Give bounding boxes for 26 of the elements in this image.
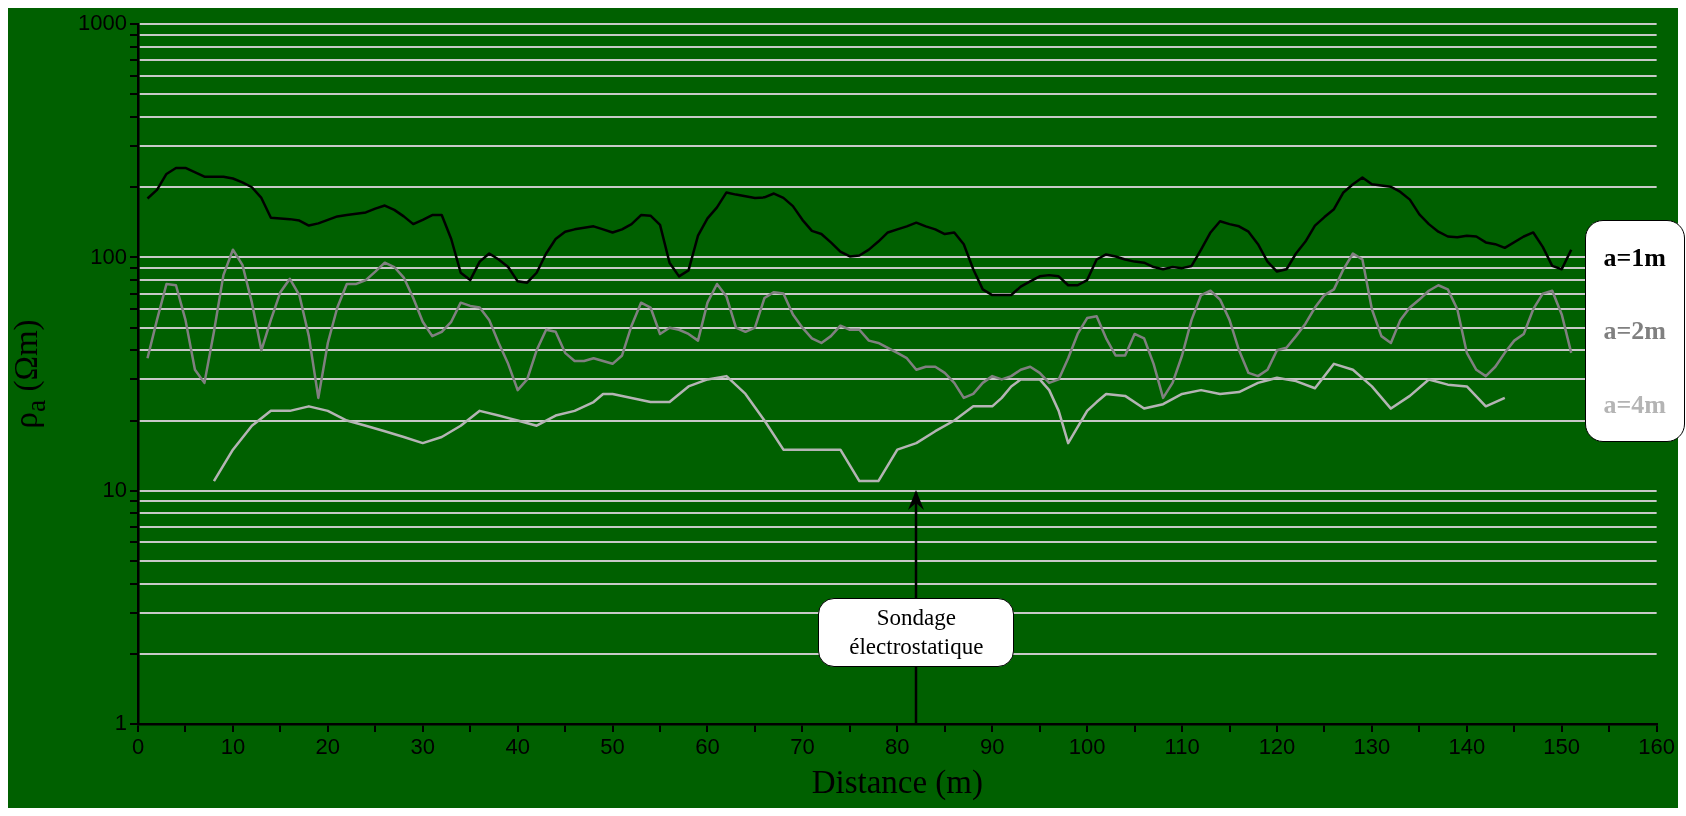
x-tick-label: 120: [1258, 734, 1296, 760]
y-tick-label: 1: [114, 710, 127, 736]
x-tick-label: 110: [1164, 734, 1200, 760]
x-tick-label: 140: [1448, 734, 1486, 760]
annotation: Sondage électrostatique: [818, 597, 1015, 668]
x-tick-label: 60: [695, 734, 720, 760]
y-tick-label: 100: [90, 243, 127, 269]
x-tick-label: 40: [505, 734, 530, 760]
x-tick-label: 20: [315, 734, 341, 760]
x-tick-label: 80: [885, 734, 910, 760]
x-tick-label: 70: [790, 734, 815, 760]
series-label: a=2m: [1603, 316, 1666, 347]
y-tick-label: 10: [102, 476, 127, 502]
text: a=4m: [1603, 389, 1666, 420]
x-tick-label: 100: [1068, 734, 1106, 760]
x-tick-label: 130: [1353, 734, 1391, 760]
y-tick-label: 1000: [78, 10, 127, 36]
series-label: a=1m: [1603, 242, 1666, 273]
x-tick-label: 30: [410, 734, 435, 760]
x-tick-label: 0: [131, 734, 145, 760]
x-tick-label: 10: [220, 734, 246, 760]
x-tick-label: 150: [1543, 734, 1581, 760]
x-tick-label: 160: [1638, 734, 1676, 760]
x-tick-label: 50: [600, 734, 625, 760]
x-axis-title: Distance (m): [811, 763, 983, 801]
x-tick-label: 90: [980, 734, 1005, 760]
